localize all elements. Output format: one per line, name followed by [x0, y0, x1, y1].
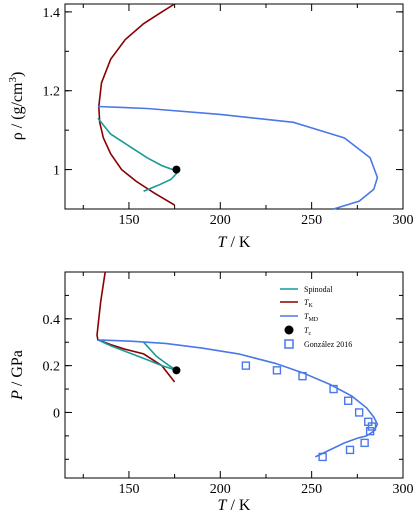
legend-label: TMD: [304, 312, 319, 323]
x-tick-label: 150: [118, 213, 139, 228]
series-group: [97, 3, 379, 210]
plot-frame: [64, 271, 404, 479]
legend-entry-gonzalez: González 2016: [284, 339, 352, 349]
x-tick-label: 200: [210, 482, 231, 497]
scatter-marker-gonzalez: [354, 408, 364, 417]
scatter-marker-gonzalez: [318, 452, 327, 462]
legend: Spinodal TK TMD Tc González 2016: [280, 285, 352, 349]
legend-label: Spinodal: [304, 285, 333, 294]
tick-group: 150 200 250 300 0 0.2 0.4: [43, 271, 414, 497]
critical-point-marker: [172, 165, 181, 174]
legend-entry-tc: Tc: [284, 325, 311, 337]
scatter-marker-gonzalez: [360, 438, 369, 448]
y-tick-label: 1.4: [43, 6, 61, 21]
x-tick-label: 250: [301, 213, 322, 228]
legend-entry-tmd: TMD: [280, 312, 319, 323]
scatter-marker-gonzalez: [365, 426, 375, 436]
scatter-marker-gonzalez: [272, 366, 282, 375]
x-tick-label: 250: [301, 482, 322, 497]
legend-label: González 2016: [304, 340, 352, 349]
x-tick-label: 300: [393, 482, 414, 497]
y-tick-label: 0.2: [43, 360, 61, 375]
series-line-spinodal: [143, 341, 177, 371]
x-tick-label: 150: [118, 482, 139, 497]
y-tick-label: 0: [53, 406, 60, 421]
scatter-marker-gonzalez: [329, 384, 338, 394]
series-line-spinodal: [97, 339, 177, 372]
legend-swatch: [284, 325, 294, 335]
pressure-temperature-panel: 150 200 250 300 0 0.2 0.4 Spinodal TK TMD Tc G…: [9, 271, 414, 514]
legend-entry-tk: TK: [280, 298, 313, 309]
density-temperature-panel: 150 200 250 300 1 1.2 1.4 T / K ρ / (g/cm3): [7, 3, 414, 251]
x-axis-label: T / K: [218, 497, 251, 514]
x-axis-label: T / K: [218, 234, 251, 251]
series-line-spinodal: [97, 117, 178, 193]
scatter-marker-gonzalez: [367, 422, 377, 431]
scatter-marker-gonzalez: [345, 445, 355, 455]
series-line-tmd: [97, 339, 379, 439]
y-tick-label: 1.2: [43, 85, 61, 100]
critical-point-marker: [172, 366, 181, 375]
plot-frame: [64, 3, 404, 210]
tick-group: 150 200 250 300 1 1.2 1.4: [43, 4, 414, 228]
legend-label: TK: [304, 298, 313, 309]
x-tick-label: 300: [393, 213, 414, 228]
scatter-marker-gonzalez: [343, 396, 353, 405]
x-tick-label: 200: [210, 213, 231, 228]
y-axis-label: P / GPa: [9, 350, 26, 401]
series-line-tmd: [97, 105, 379, 210]
legend-swatch: [284, 339, 294, 349]
legend-entry-spinodal: Spinodal: [280, 285, 333, 294]
y-tick-label: 1: [53, 164, 60, 179]
scatter-marker-gonzalez: [298, 371, 307, 381]
series-group: [96, 271, 379, 462]
scatter-marker-gonzalez: [241, 361, 251, 370]
y-tick-label: 0.4: [43, 313, 61, 328]
y-axis-label: ρ / (g/cm3): [7, 72, 26, 141]
legend-label: Tc: [304, 326, 311, 337]
series-line-tk: [97, 3, 176, 206]
